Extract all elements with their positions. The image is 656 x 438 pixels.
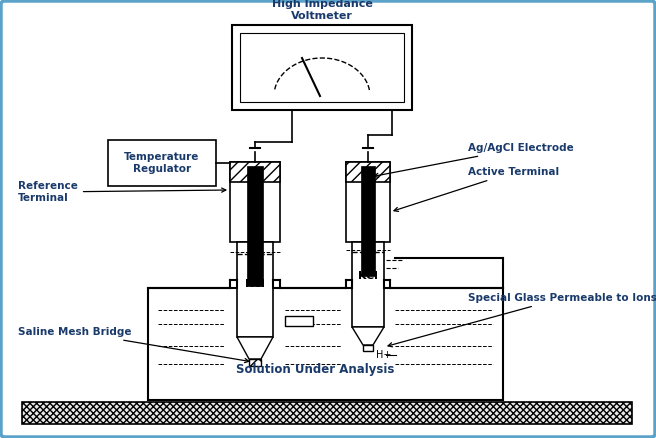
Bar xyxy=(247,166,263,286)
Text: Ag/AgCl Electrode: Ag/AgCl Electrode xyxy=(374,143,574,177)
Text: H+: H+ xyxy=(376,350,392,360)
Text: Reference
Terminal: Reference Terminal xyxy=(18,181,226,203)
Polygon shape xyxy=(352,327,384,345)
Text: Solution Under Analysis: Solution Under Analysis xyxy=(236,364,394,377)
Bar xyxy=(230,162,280,242)
Text: Saline Mesh Bridge: Saline Mesh Bridge xyxy=(18,327,249,363)
Bar xyxy=(230,162,280,182)
Text: Active Terminal: Active Terminal xyxy=(394,167,559,212)
Bar xyxy=(22,402,632,424)
Text: Temperature
Regulator: Temperature Regulator xyxy=(125,152,199,174)
Bar xyxy=(237,242,273,337)
Bar xyxy=(352,242,384,327)
Bar xyxy=(108,140,216,186)
Bar xyxy=(285,316,313,326)
Bar xyxy=(361,166,375,276)
Bar xyxy=(346,162,390,242)
Bar xyxy=(363,345,373,351)
Text: KCl: KCl xyxy=(358,271,378,281)
Bar xyxy=(240,33,404,102)
Bar xyxy=(346,162,390,182)
Bar xyxy=(232,25,412,110)
Text: Special Glass Permeable to Ions: Special Glass Permeable to Ions xyxy=(388,293,656,347)
Bar xyxy=(148,288,503,400)
Text: High Impedance
Voltmeter: High Impedance Voltmeter xyxy=(272,0,373,21)
Text: KCl: KCl xyxy=(245,279,265,289)
Polygon shape xyxy=(237,337,273,359)
Bar xyxy=(249,359,261,366)
